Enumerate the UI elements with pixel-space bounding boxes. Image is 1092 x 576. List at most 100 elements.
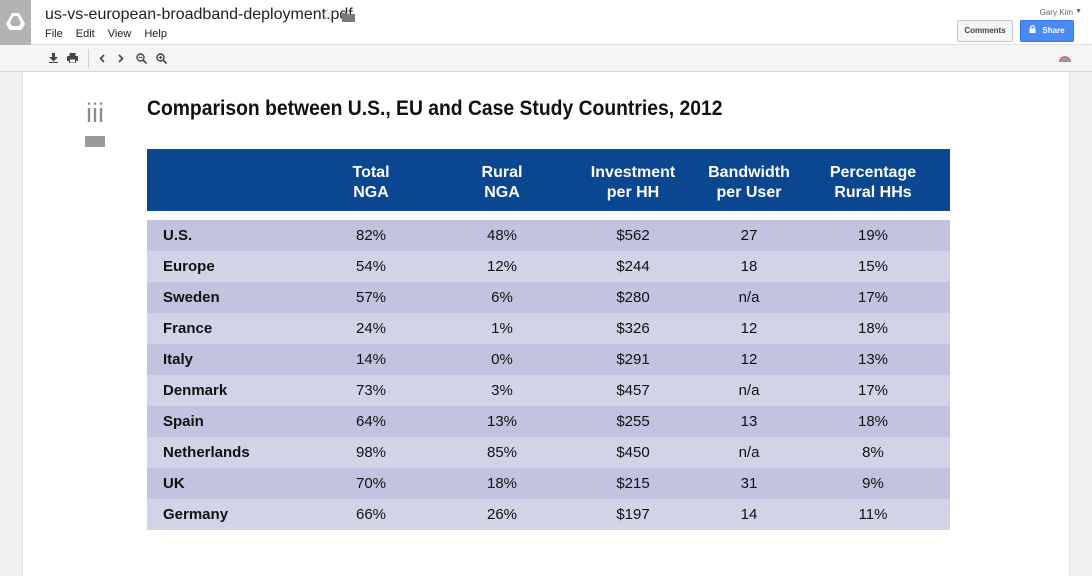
table-title: Comparison between U.S., EU and Case Stu…	[147, 97, 723, 120]
cell-bandwidth: n/a	[738, 289, 760, 306]
share-label: Share	[1042, 26, 1065, 35]
prev-page-icon[interactable]	[95, 51, 109, 65]
cell-investment: $244	[616, 258, 650, 275]
menu-view[interactable]: View	[107, 28, 132, 40]
cell-rural-hh: 11%	[858, 506, 888, 523]
cell-bandwidth: 18	[740, 258, 758, 275]
cell-bandwidth: n/a	[738, 382, 760, 399]
menu-file[interactable]: File	[45, 28, 63, 40]
cell-country: France	[163, 320, 213, 337]
table-row: Sweden 57% 6% $280 n/a 17%	[147, 282, 950, 313]
cell-investment: $197	[616, 506, 650, 523]
comparison-table: Total NGA Rural NGA Investment per HH Bandw…	[147, 149, 950, 530]
document-title[interactable]: us-vs-european-broadband-deployment.pdf	[45, 6, 353, 23]
cell-investment: $215	[616, 475, 650, 492]
column-header-total-nga: Total NGA	[352, 164, 390, 201]
table-row: Denmark 73% 3% $457 n/a 17%	[147, 375, 950, 406]
next-page-icon[interactable]	[114, 51, 128, 65]
cell-country: Italy	[163, 351, 194, 368]
account-icon[interactable]	[1058, 51, 1072, 65]
print-icon[interactable]	[65, 51, 79, 65]
cell-rural-nga: 0%	[491, 351, 513, 368]
cell-rural-nga: 12%	[486, 258, 518, 275]
cell-rural-hh: 8%	[862, 444, 884, 461]
cell-investment: $457	[616, 382, 650, 399]
table-gap	[147, 211, 950, 220]
share-button[interactable]: Share	[1020, 20, 1074, 42]
cell-country: Spain	[163, 413, 204, 430]
cell-rural-hh: 18%	[857, 413, 889, 430]
column-header-investment: Investment per HH	[590, 164, 676, 201]
cell-country: Sweden	[163, 289, 220, 306]
cell-bandwidth: 13	[740, 413, 758, 430]
cell-bandwidth: 31	[740, 475, 758, 492]
cell-rural-nga: 26%	[486, 506, 518, 523]
cell-rural-hh: 18%	[857, 320, 889, 337]
pdf-page: iii Comparison between U.S., EU and Case…	[22, 72, 1070, 576]
cell-total-nga: 54%	[355, 258, 387, 275]
table-body: U.S. 82% 48% $562 27 19% Europe 54% 12% $244 18 15%…	[147, 220, 950, 530]
cell-total-nga: 24%	[355, 320, 387, 337]
table-header: Total NGA Rural NGA Investment per HH Bandw…	[147, 149, 950, 211]
cell-rural-nga: 85%	[486, 444, 518, 461]
table-row: Spain 64% 13% $255 13 18%	[147, 406, 950, 437]
cell-rural-hh: 19%	[857, 227, 889, 244]
cell-investment: $280	[616, 289, 650, 306]
cell-bandwidth: 14	[740, 506, 758, 523]
drive-logo-icon[interactable]	[0, 0, 31, 45]
cell-total-nga: 98%	[355, 444, 387, 461]
menu-bar: File Edit View Help	[45, 28, 180, 40]
account-dropdown-icon[interactable]: ▼	[1075, 8, 1082, 15]
app-header: us-vs-european-broadband-deployment.pdf …	[0, 0, 1092, 45]
cell-rural-nga: 48%	[486, 227, 518, 244]
cell-country: Denmark	[163, 382, 228, 399]
section-marker-bar	[85, 136, 105, 147]
cell-bandwidth: 12	[740, 320, 758, 337]
cell-bandwidth: 12	[740, 351, 758, 368]
column-header-rural-nga: Rural NGA	[481, 164, 523, 201]
column-header-bandwidth: Bandwidth per User	[708, 164, 790, 201]
cell-investment: $291	[616, 351, 650, 368]
column-header-rural-hh: Percentage Rural HHs	[829, 164, 917, 201]
table-row: Germany 66% 26% $197 14 11%	[147, 499, 950, 530]
star-icon[interactable]: ☆	[320, 7, 335, 24]
account-name[interactable]: Gary Kim	[1039, 8, 1073, 17]
cell-rural-nga: 18%	[486, 475, 518, 492]
cell-investment: $255	[616, 413, 650, 430]
zoom-out-icon[interactable]	[134, 51, 148, 65]
table-row: UK 70% 18% $215 31 9%	[147, 468, 950, 499]
table-row: Italy 14% 0% $291 12 13%	[147, 344, 950, 375]
zoom-in-icon[interactable]	[154, 51, 168, 65]
menu-edit[interactable]: Edit	[75, 28, 95, 40]
cell-rural-nga: 3%	[491, 382, 513, 399]
cell-rural-hh: 13%	[857, 351, 889, 368]
cell-rural-hh: 15%	[857, 258, 889, 275]
toolbar-separator	[88, 49, 89, 68]
cell-rural-nga: 6%	[491, 289, 513, 306]
cell-total-nga: 73%	[355, 382, 387, 399]
cell-total-nga: 70%	[355, 475, 387, 492]
cell-total-nga: 66%	[355, 506, 387, 523]
cell-investment: $326	[616, 320, 650, 337]
menu-help[interactable]: Help	[144, 28, 167, 40]
lock-icon	[1029, 21, 1036, 41]
cell-rural-hh: 9%	[862, 475, 884, 492]
cell-country: UK	[163, 475, 185, 492]
cell-country: Netherlands	[163, 444, 250, 461]
cell-rural-nga: 1%	[491, 320, 513, 337]
folder-icon[interactable]	[342, 9, 355, 27]
table-row: Netherlands 98% 85% $450 n/a 8%	[147, 437, 950, 468]
viewer-toolbar	[0, 45, 1092, 72]
cell-rural-hh: 17%	[857, 289, 889, 306]
cell-country: U.S.	[163, 227, 193, 244]
cell-rural-nga: 13%	[486, 413, 518, 430]
cell-total-nga: 14%	[355, 351, 387, 368]
download-icon[interactable]	[46, 51, 60, 65]
cell-investment: $450	[616, 444, 650, 461]
section-marker: iii	[86, 98, 104, 128]
table-row: Europe 54% 12% $244 18 15%	[147, 251, 950, 282]
comments-button[interactable]: Comments	[957, 20, 1013, 42]
cell-country: Germany	[163, 506, 229, 523]
cell-bandwidth: n/a	[738, 444, 760, 461]
cell-total-nga: 57%	[355, 289, 387, 306]
